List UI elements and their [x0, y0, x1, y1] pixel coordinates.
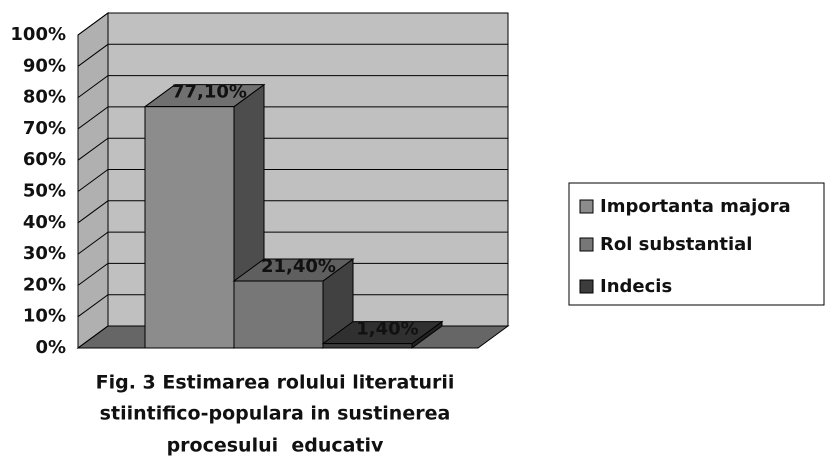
- legend-label: Rol substantial: [600, 234, 752, 255]
- y-tick-label: 40%: [23, 212, 66, 233]
- bar: [322, 343, 413, 349]
- bar: [233, 280, 324, 349]
- grid-line: [77, 12, 508, 36]
- data-label: 21,40%: [261, 256, 336, 277]
- grid-line: [77, 106, 508, 130]
- y-tick-label: 20%: [23, 274, 66, 295]
- grid-line: [77, 169, 508, 192]
- legend-swatch: [579, 199, 594, 214]
- chart-title: stiintifico-populara in sustinerea: [100, 403, 451, 425]
- legend-box: [568, 182, 825, 306]
- legend-swatch: [579, 279, 594, 294]
- data-label: 77,10%: [172, 82, 247, 103]
- y-tick-label: 0%: [35, 337, 66, 358]
- grid-line: [77, 43, 508, 67]
- grid-line: [77, 231, 508, 255]
- y-tick-label: 70%: [23, 118, 66, 139]
- chart-title: Fig. 3 Estimarea rolului literaturii: [96, 372, 455, 394]
- legend-label: Importanta majora: [600, 196, 791, 217]
- grid-line: [77, 75, 508, 99]
- y-tick-label: 100%: [10, 24, 66, 45]
- y-tick-label: 50%: [23, 181, 66, 202]
- y-tick-label: 90%: [23, 55, 66, 76]
- chart-title: procesului educativ: [167, 435, 384, 457]
- grid-line: [77, 200, 508, 224]
- legend-label: Indecis: [600, 276, 672, 297]
- legend-swatch: [579, 237, 594, 252]
- y-tick-label: 60%: [23, 149, 66, 170]
- grid-line: [77, 294, 508, 318]
- grid-line: [77, 262, 508, 286]
- data-label: 1,40%: [356, 319, 418, 340]
- bar: [144, 106, 235, 349]
- y-tick-label: 10%: [23, 306, 66, 327]
- y-tick-label: 30%: [23, 243, 66, 264]
- y-tick-label: 80%: [23, 87, 66, 108]
- grid-line: [77, 137, 508, 161]
